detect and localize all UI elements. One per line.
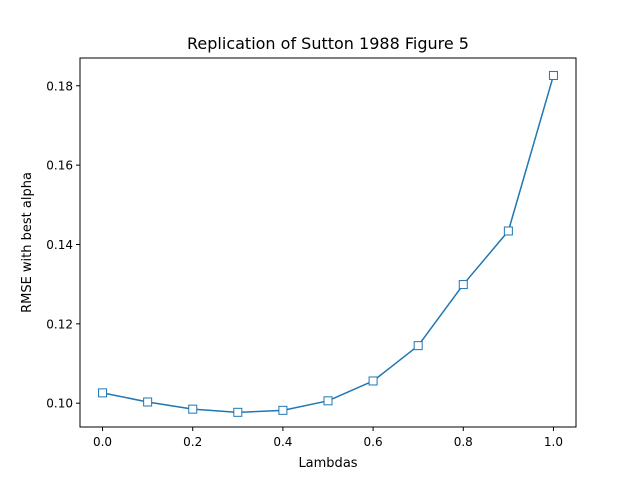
data-point-marker	[413, 341, 423, 351]
x-tick-label: 0.0	[93, 435, 112, 449]
y-tick-label: 0.14	[46, 238, 73, 252]
data-point-marker	[458, 280, 468, 290]
x-axis-label: Lambdas	[298, 456, 357, 471]
x-tick-label: 0.8	[454, 435, 473, 449]
data-point-marker	[368, 376, 378, 386]
y-tick-label: 0.10	[46, 397, 73, 411]
x-tick-label: 0.2	[183, 435, 202, 449]
data-point-marker	[143, 397, 153, 407]
y-tick-label: 0.12	[46, 317, 73, 331]
x-tick-label: 0.4	[273, 435, 292, 449]
data-point-marker	[323, 396, 333, 406]
data-point-marker	[548, 70, 558, 80]
x-tick-label: 0.6	[364, 435, 383, 449]
chart-title: Replication of Sutton 1988 Figure 5	[187, 34, 469, 53]
data-point-marker	[278, 405, 288, 415]
data-point-marker	[188, 404, 198, 414]
data-point-marker	[98, 388, 108, 398]
y-axis-label: RMSE with best alpha	[20, 172, 35, 313]
x-tick-label: 1.0	[544, 435, 563, 449]
plot-frame	[79, 57, 577, 428]
data-point-marker	[503, 226, 513, 236]
y-tick-label: 0.18	[46, 79, 73, 93]
y-tick-label: 0.16	[46, 159, 73, 173]
data-point-marker	[233, 407, 243, 417]
